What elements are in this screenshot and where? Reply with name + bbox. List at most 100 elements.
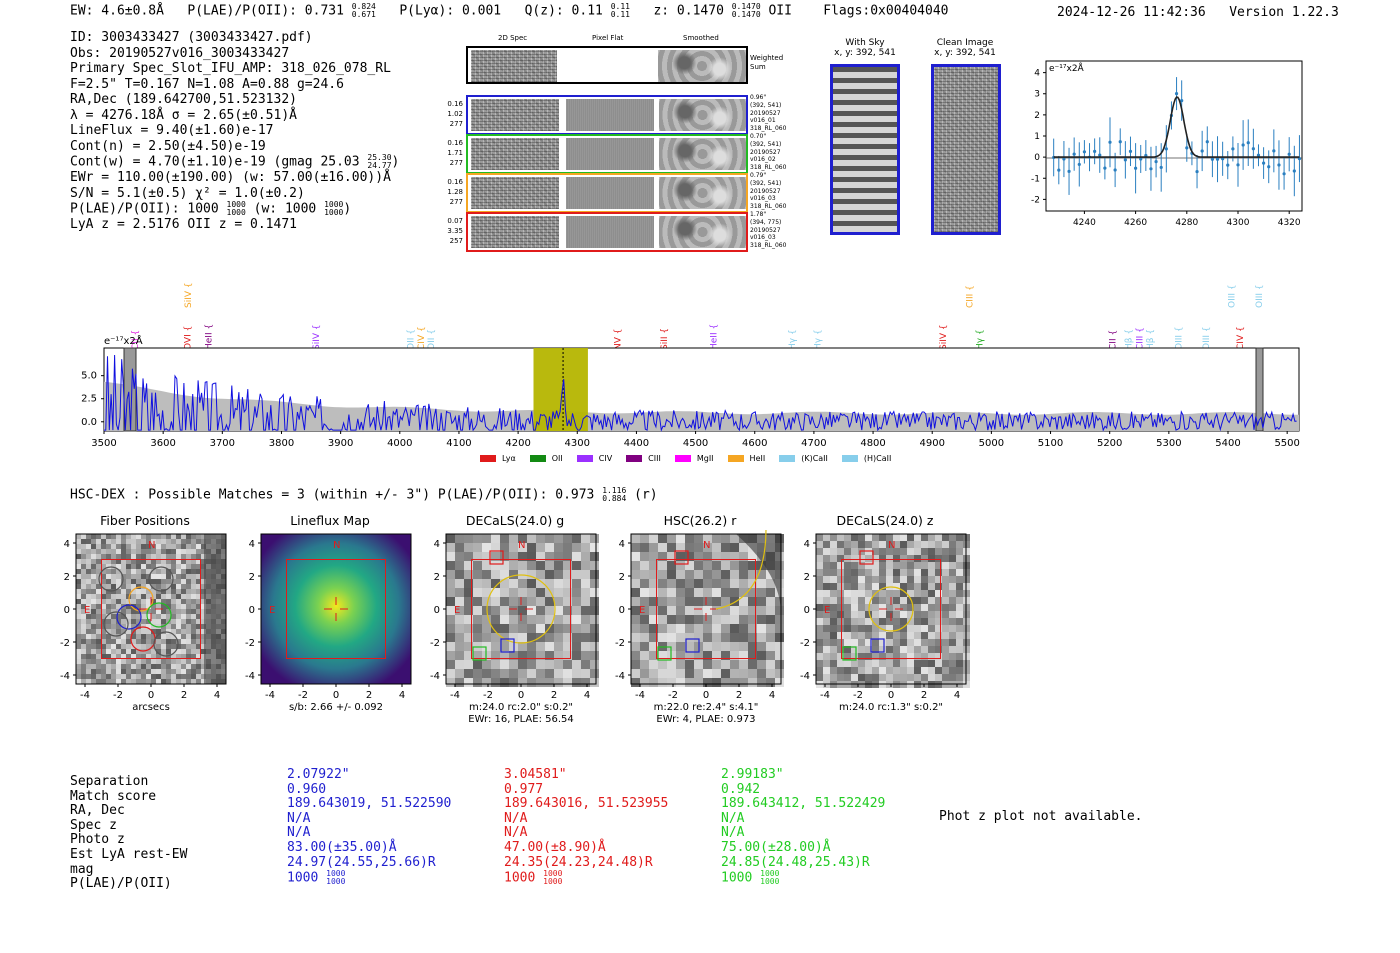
table-cell: 2.99183"	[721, 767, 784, 782]
hsc-dex-title: HSC-DEX : Possible Matches = 3 (within +…	[70, 486, 658, 503]
cutout-row	[466, 95, 748, 135]
panel-title: DECaLS(24.0) z	[836, 513, 934, 528]
line-label-top: CIII {	[965, 285, 975, 308]
line-label: CIV {	[1236, 326, 1246, 350]
table-cell: 24.97(24.55,25.66)R	[287, 854, 436, 870]
legend-item: CIV	[576, 454, 612, 463]
compass-e: E	[84, 605, 90, 616]
cutout-row-note: 0.70" (392, 541) 20190527 v016_02 318_RL_060	[750, 133, 787, 172]
spectrum-xtick-label: 4100	[446, 438, 471, 449]
spectrum-xtick-label: 4400	[624, 438, 649, 449]
panel-xtick-label: 0	[148, 690, 154, 701]
panel-title: DECaLS(24.0) g	[465, 513, 565, 528]
detection-info: ID: 3003433427 (3003433427.pdf) Obs: 201…	[70, 30, 399, 233]
table-cell: 1000 1000 1000	[287, 869, 346, 887]
plae-range: 0.824 0.671	[351, 2, 376, 19]
spectrum-xtick-label: 4600	[742, 438, 767, 449]
cutout-row-note: 1.78" (394, 775) 20190527 v016_03 318_RL_060	[750, 211, 787, 250]
spectrum-xtick-label: 5400	[1215, 438, 1240, 449]
spectrum-xtick-label: 5500	[1274, 438, 1299, 449]
info-plae: P(LAE)/P(OII): 1000 1000 1000 (w: 1000 10…	[70, 200, 352, 217]
info-lineflux: LineFlux = 9.40(±1.60)e-17	[70, 123, 274, 138]
match-column-2: 3.04581" 0.977 189.643016, 51.523955 N/A N/A…	[504, 767, 668, 886]
table-row-label: mag	[70, 861, 94, 877]
table-cell: N/A	[287, 825, 311, 841]
table-row-label: Match score	[70, 788, 157, 804]
qz-range: 0.11 0.11	[610, 2, 630, 19]
panel-decalsz: N E 4 2 0 -2 -4 -4 -2 0 2 4 m:24.0 rc:1.3" s:0.2"	[800, 533, 970, 713]
info-primary: Primary Spec_Slot_IFU_AMP: 318_026_078_R…	[70, 61, 391, 76]
zoom-xticks: 4240 4260 4280 4300 4320	[1073, 211, 1301, 228]
panel-ytick-label: -2	[615, 638, 625, 649]
compass-e: E	[269, 605, 275, 616]
line-label: Hβ {	[1146, 329, 1156, 350]
info-radec: RA,Dec (189.642700,51.523132)	[70, 92, 297, 107]
zoom-errorbars	[1052, 77, 1302, 197]
panel-xtick-label: 4	[584, 690, 590, 701]
panel-caption-2: EWr: 4, PLAE: 0.973	[656, 714, 755, 725]
compass-e: E	[639, 605, 645, 616]
panel-ytick-label: 2	[249, 572, 255, 583]
info-contw: Cont(w) = 4.70(±1.10)e-19 (gmag 25.03 25…	[70, 153, 400, 170]
line-label: HeII {	[709, 324, 719, 350]
ew-value: EW: 4.6±0.8Å	[70, 3, 164, 19]
panel-xtick-label: -2	[113, 690, 123, 701]
line-label: Hγ {	[976, 329, 986, 350]
line-label: OII {	[427, 329, 437, 350]
table-row-label: Spec z	[70, 817, 117, 833]
panel-xtick-label: -2	[483, 690, 493, 701]
panel-xtick-label: 4	[769, 690, 775, 701]
line-label: Hβ {	[1125, 329, 1135, 350]
line-label: OVI {	[183, 326, 193, 350]
table-row-label: P(LAE)/P(OII)	[70, 876, 172, 892]
full-spectrum-chart: SiIV {CIII {OIII {OIII {CII {OVI {HeII {…	[81, 282, 1300, 449]
spectrum-xtick-label: 4500	[683, 438, 708, 449]
cutout-row-values: 0.07 3.35 257	[447, 217, 463, 245]
panel-ytick-label: -2	[800, 638, 810, 649]
z-line: OII	[768, 3, 792, 19]
panel-xtick-label: 0	[703, 690, 709, 701]
with-sky-title: With Sky x, y: 392, 541	[834, 38, 896, 58]
flags-value: Flags:0x00404040	[823, 3, 949, 19]
clean-image	[931, 64, 1001, 235]
panel-ytick-label: 0	[434, 605, 440, 616]
table-cell: N/A	[721, 825, 745, 841]
line-label: Hγ {	[788, 329, 798, 350]
line-label: NV {	[613, 329, 623, 350]
panel-title: Lineflux Map	[290, 513, 370, 528]
panel-title: HSC(26.2) r	[663, 513, 737, 528]
masked-region-right	[1255, 347, 1264, 432]
spectrum-xtick-label: 3700	[210, 438, 235, 449]
photz-note: Phot z plot not available.	[939, 809, 1143, 824]
line-label: SiIV {	[312, 324, 322, 350]
panel-ytick-label: 0	[249, 605, 255, 616]
panel-xtick-label: -2	[668, 690, 678, 701]
spectrum-xtick-label: 5200	[1097, 438, 1122, 449]
spectrum-ytick-label: 0.0	[81, 417, 97, 428]
legend-item: (H)CaII	[841, 454, 891, 463]
spectrum-xtick-label: 4700	[801, 438, 826, 449]
line-label: HeII {	[205, 324, 215, 350]
panel-xtick-label: 2	[366, 690, 372, 701]
line-label: SiII {	[660, 328, 670, 350]
table-cell: N/A	[504, 825, 528, 841]
line-label: CIII {	[1135, 327, 1145, 350]
panel-ytick-label: -2	[60, 638, 70, 649]
panel-xtick-label: -4	[265, 690, 275, 701]
panel-xtick-label: -4	[80, 690, 90, 701]
table-cell: 3.04581"	[504, 767, 567, 782]
panel-caption: m:22.0 re:2.4" s:4.1"	[654, 702, 759, 713]
zoom-frame	[1045, 60, 1303, 212]
info-contn: Cont(n) = 2.50(±4.50)e-19	[70, 138, 266, 154]
zoom-xtick-label: 4240	[1073, 218, 1096, 228]
panel-xtick-label: 4	[214, 690, 220, 701]
zoom-xtick-label: 4320	[1278, 218, 1301, 228]
info-fparams: F=2.5" T=0.167 N=1.08 A=0.88 g=24.6	[70, 76, 344, 92]
panel-ytick-label: -4	[615, 671, 625, 682]
panel-ytick-label: 2	[804, 572, 810, 583]
panel-xtick-label: 2	[736, 690, 742, 701]
table-cell: N/A	[721, 810, 745, 826]
compass-e: E	[454, 605, 460, 616]
info-lyaz: LyA z = 2.5176 OII z = 0.1471	[70, 217, 297, 232]
panel-hsc: N E 4 2 0 -2 -4 -4 -2 0 2 4 m:22.0 re:2.4" s:4.1"EWr…	[615, 530, 784, 725]
